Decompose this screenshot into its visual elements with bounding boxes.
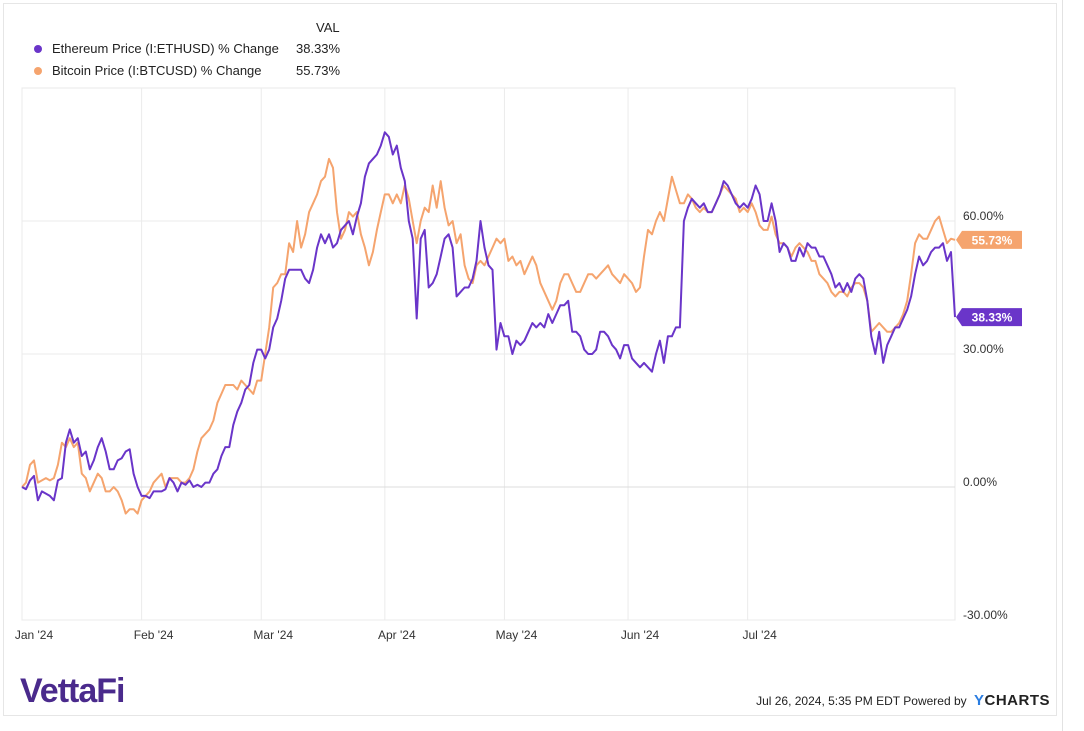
- chart-frame: [3, 3, 1057, 716]
- end-label-box: [956, 230, 1022, 249]
- end-label-text: 38.33%: [972, 311, 1013, 325]
- ycharts-logo-rest: CHARTS: [984, 692, 1050, 709]
- x-tick-label: Feb '24: [134, 628, 174, 642]
- x-tick-label: Jan '24: [15, 628, 54, 642]
- bitcoin-series-line: [21, 157, 956, 515]
- bitcoin-end-label: 55.73%: [956, 230, 1022, 249]
- x-tick-label: May '24: [496, 628, 538, 642]
- end-label-box: [956, 308, 1022, 327]
- legend-value-ethereum: 38.33%: [296, 41, 341, 56]
- y-tick-label: 60.00%: [963, 209, 1004, 223]
- bitcoin-dot-icon: [34, 67, 42, 75]
- footer-attribution: Jul 26, 2024, 5:35 PM EDT Powered by YCH…: [756, 692, 1050, 709]
- legend-label-ethereum: Ethereum Price (I:ETHUSD) % Change: [52, 41, 279, 56]
- end-label-text: 55.73%: [972, 233, 1013, 247]
- footer-powered-by: Powered by: [903, 694, 967, 708]
- y-tick-label: 0.00%: [963, 475, 997, 489]
- x-tick-label: Jun '24: [621, 628, 660, 642]
- legend-header: VAL: [316, 20, 340, 35]
- legend-label-bitcoin: Bitcoin Price (I:BTCUSD) % Change: [52, 63, 262, 78]
- ethereum-end-label: 38.33%: [956, 308, 1022, 327]
- ethereum-dot-icon: [34, 45, 42, 53]
- right-divider: [1062, 0, 1063, 731]
- ycharts-logo[interactable]: YCHARTS: [974, 692, 1050, 709]
- x-tick-label: Mar '24: [253, 628, 293, 642]
- y-tick-label: 30.00%: [963, 342, 1004, 356]
- x-tick-label: Jul '24: [743, 628, 778, 642]
- footer-timestamp: Jul 26, 2024, 5:35 PM EDT: [756, 694, 900, 708]
- y-tick-label: -30.00%: [963, 608, 1008, 622]
- ycharts-logo-y: Y: [973, 692, 985, 709]
- vettafi-logo: VettaFi: [20, 672, 125, 710]
- ethereum-series-line: [21, 131, 956, 502]
- legend-value-bitcoin: 55.73%: [296, 63, 341, 78]
- x-tick-label: Apr '24: [378, 628, 416, 642]
